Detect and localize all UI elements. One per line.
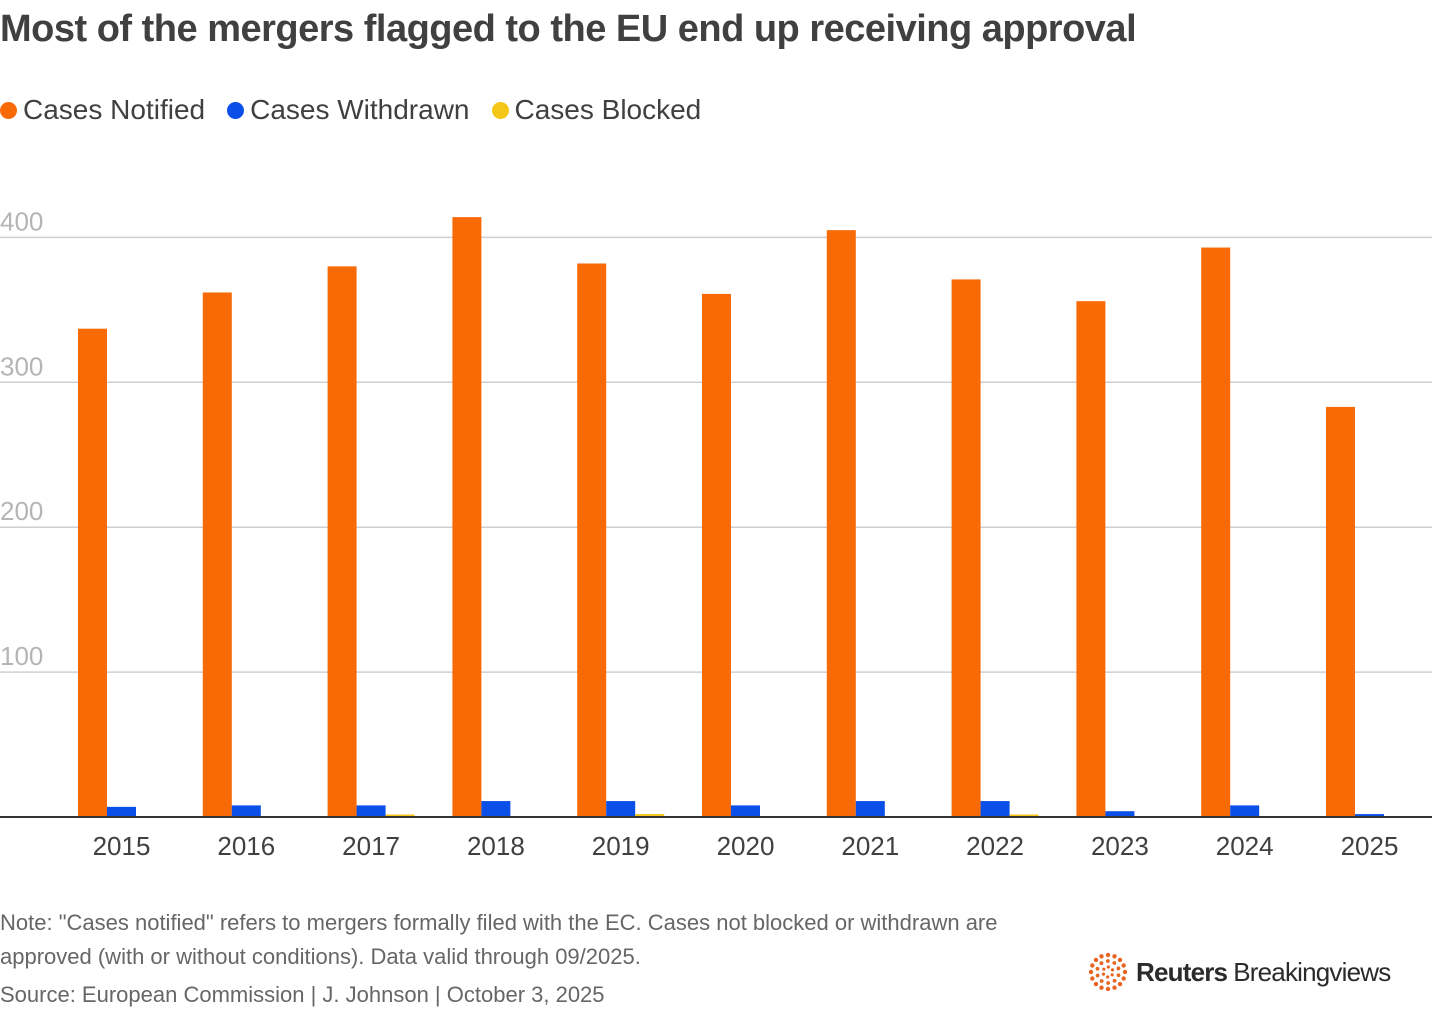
bar-withdrawn-2024	[1230, 805, 1260, 817]
logo-dot	[1099, 979, 1104, 983]
bar-notified-2024	[1201, 247, 1231, 818]
x-tick-label-2022: 2022	[966, 831, 1024, 861]
logo-dot	[1090, 976, 1095, 981]
bar-chart: 100 200 300 400 2015 2016 2017 2018 2019 2020 2021…	[0, 206, 1432, 861]
logo-dot	[1105, 959, 1110, 963]
legend-swatch-notified	[0, 101, 17, 119]
x-tick-label-2020: 2020	[717, 831, 775, 861]
logo-dot	[1088, 969, 1094, 975]
x-tick-label-2018: 2018	[467, 831, 525, 861]
logo-dot	[1106, 975, 1110, 979]
y-tick-label-200: 200	[0, 496, 43, 526]
brand-name: Reuters	[1136, 956, 1228, 987]
logo-dot	[1106, 981, 1111, 985]
legend-swatch-withdrawn	[227, 101, 245, 119]
y-tick-label-100: 100	[0, 641, 43, 671]
x-tick-label-2015: 2015	[93, 831, 151, 861]
logo-dot	[1093, 957, 1099, 963]
bar-withdrawn-2016	[231, 805, 261, 817]
logo-dot	[1122, 969, 1128, 975]
chart-source: Source: European Commission | J. Johnson…	[0, 982, 605, 1007]
x-tick-label-2019: 2019	[592, 831, 650, 861]
logo-dot	[1110, 973, 1114, 977]
logo-dot	[1105, 986, 1111, 992]
bar-notified-2016	[202, 292, 232, 817]
bar-notified-2022	[951, 279, 981, 817]
bar-withdrawn-2019	[606, 801, 636, 817]
legend-swatch-blocked	[491, 101, 509, 119]
bar-notified-2023	[1076, 301, 1106, 817]
logo-dot	[1095, 966, 1100, 971]
x-tick-label-2017: 2017	[342, 831, 400, 861]
bar-withdrawn-2022	[980, 801, 1010, 817]
logo-dot	[1099, 954, 1104, 959]
x-tick-label-2025: 2025	[1341, 831, 1399, 861]
bar-withdrawn-2021	[855, 801, 885, 817]
legend-item-cases-notified: Cases Notified	[0, 94, 205, 126]
bar-withdrawn-2017	[356, 805, 386, 817]
logo-dot	[1095, 973, 1100, 978]
bar-blocked-2022	[1009, 814, 1039, 817]
bar-withdrawn-2020	[731, 805, 760, 817]
bar-blocked-2017	[385, 814, 415, 817]
chart-title: Most of the mergers flagged to the EU en…	[0, 8, 1137, 50]
legend-item-cases-withdrawn: Cases Withdrawn	[227, 94, 470, 126]
logo-dot	[1102, 967, 1106, 971]
y-tick-label-400: 400	[0, 206, 43, 236]
bar-withdrawn-2018	[481, 801, 511, 817]
logo-dot	[1112, 985, 1117, 990]
bar-notified-2019	[577, 263, 607, 817]
logo-dot	[1112, 978, 1117, 983]
bar-withdrawn-2015	[107, 806, 136, 817]
logo-dot	[1110, 968, 1115, 972]
legend-item-cases-blocked: Cases Blocked	[491, 94, 702, 126]
legend-label-cases-blocked: Cases Blocked	[514, 94, 702, 125]
logo-dot	[1099, 985, 1104, 990]
x-tick-label-2016: 2016	[217, 831, 275, 861]
chart-note: Note: "Cases notified" refers to mergers…	[0, 910, 998, 969]
logo-dot	[1105, 952, 1111, 958]
logo-dot	[1117, 981, 1123, 987]
bar-notified-2025	[1326, 406, 1355, 817]
legend-label-cases-withdrawn: Cases Withdrawn	[250, 94, 470, 125]
logo-dot	[1112, 961, 1117, 965]
x-tick-label-2024: 2024	[1216, 831, 1274, 861]
bar-withdrawn-2025	[1355, 814, 1384, 817]
logo-dot	[1116, 966, 1121, 971]
logo-dot	[1106, 965, 1110, 969]
logo-dot	[1093, 981, 1099, 987]
legend: Cases Notified Cases Withdrawn Cases Blo…	[0, 94, 723, 126]
bar-notified-2017	[327, 266, 357, 817]
x-tick-label-2021: 2021	[841, 831, 899, 861]
bar-notified-2020	[702, 293, 731, 817]
logo-dot	[1116, 973, 1121, 978]
logo-dot	[1090, 963, 1095, 968]
brand-subtitle: Breakingviews	[1233, 956, 1391, 987]
reuters-dots-icon	[1088, 952, 1128, 992]
bar-notified-2021	[826, 230, 856, 817]
logo-dot	[1117, 957, 1123, 963]
bar-notified-2015	[78, 328, 107, 817]
logo-dot	[1099, 961, 1104, 966]
brand-logo: Reuters Breakingviews	[1088, 952, 1391, 992]
logo-dot	[1121, 963, 1126, 968]
logo-dot	[1121, 976, 1126, 981]
bar-notified-2018	[452, 217, 482, 817]
x-tick-label-2023: 2023	[1091, 831, 1149, 861]
y-tick-label-300: 300	[0, 351, 43, 381]
logo-dot	[1101, 972, 1106, 976]
bar-blocked-2019	[635, 814, 665, 817]
logo-dot	[1112, 954, 1117, 959]
legend-label-cases-notified: Cases Notified	[23, 94, 206, 125]
bar-withdrawn-2023	[1105, 811, 1135, 817]
